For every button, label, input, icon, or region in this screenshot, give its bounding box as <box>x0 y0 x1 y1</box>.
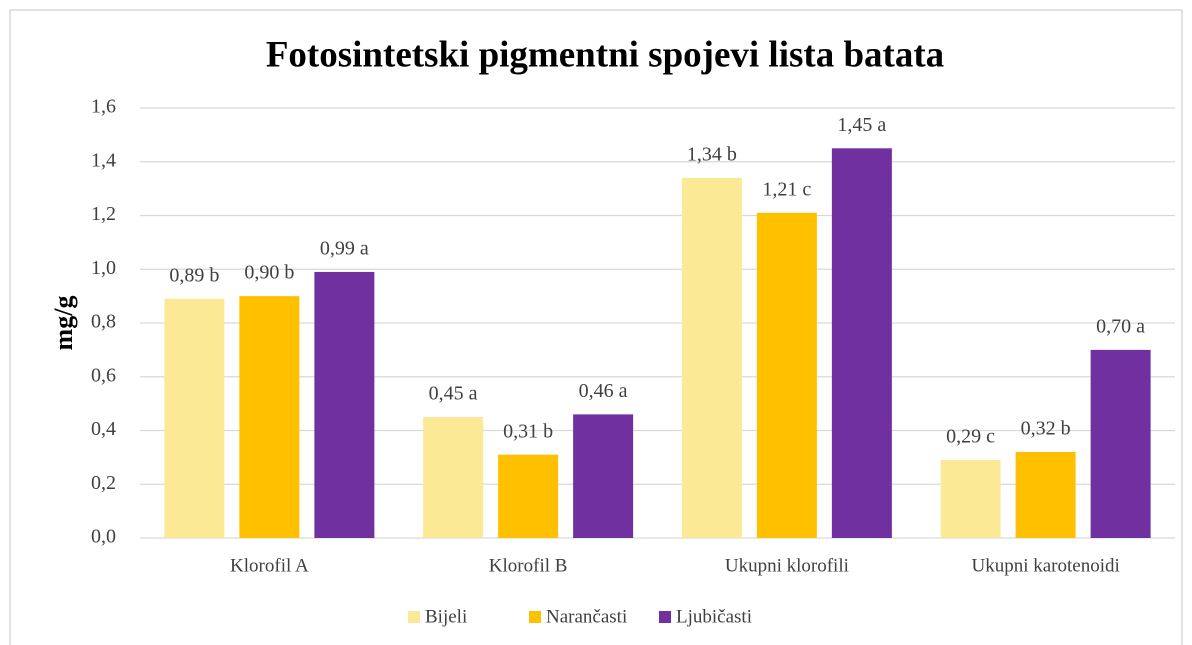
legend-label: Ljubičasti <box>676 606 752 627</box>
value-label: 0,90 b <box>244 262 294 284</box>
value-label: 0,32 b <box>1021 418 1071 440</box>
value-label: 0,31 b <box>503 420 553 442</box>
bar <box>314 271 375 538</box>
bar <box>756 212 817 538</box>
y-tick-label: 1,4 <box>91 149 116 171</box>
value-label: 0,29 c <box>946 426 995 448</box>
value-label: 0,99 a <box>320 238 369 260</box>
bar <box>423 417 484 538</box>
y-tick-label: 0,0 <box>91 526 116 548</box>
chart-title: Fotosintetski pigmentni spojevi lista ba… <box>266 34 944 75</box>
value-label: 1,45 a <box>837 114 886 136</box>
value-label: 0,46 a <box>579 380 628 402</box>
x-tick-label: Klorofil B <box>489 555 568 576</box>
value-label: 0,89 b <box>169 264 219 286</box>
bar <box>1015 452 1076 538</box>
legend-swatch <box>408 611 420 623</box>
x-tick-label: Ukupni klorofili <box>725 555 849 576</box>
bar <box>239 296 300 538</box>
value-label: 1,34 b <box>687 143 737 165</box>
bar <box>831 148 892 538</box>
bar <box>940 460 1001 538</box>
legend-swatch <box>529 611 541 623</box>
value-label: 0,70 a <box>1096 315 1145 337</box>
y-tick-label: 0,6 <box>91 364 116 386</box>
y-tick-label: 0,4 <box>91 418 116 440</box>
legend-label: Narančasti <box>546 606 627 627</box>
x-tick-label: Klorofil A <box>230 555 309 576</box>
value-label: 1,21 c <box>762 178 811 200</box>
x-tick-label: Ukupni karotenoidi <box>971 555 1119 576</box>
chart-border <box>9 9 1183 645</box>
bar <box>1090 349 1151 538</box>
value-label: 0,45 a <box>429 383 478 405</box>
y-tick-label: 1,6 <box>91 96 116 118</box>
bar <box>573 414 634 538</box>
bar <box>681 177 742 538</box>
bar <box>164 298 225 538</box>
bar <box>498 454 559 538</box>
y-tick-label: 1,2 <box>91 203 116 225</box>
y-axis-label: mg/g <box>49 296 78 351</box>
legend-swatch <box>659 611 671 623</box>
y-tick-label: 1,0 <box>91 257 116 279</box>
legend-label: Bijeli <box>425 606 467 627</box>
y-tick-label: 0,2 <box>91 472 116 494</box>
y-tick-label: 0,8 <box>91 311 116 333</box>
